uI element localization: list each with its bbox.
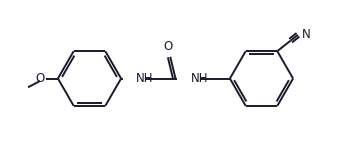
Text: O: O [164, 40, 173, 52]
Text: O: O [35, 72, 45, 85]
Text: NH: NH [191, 72, 208, 85]
Text: N: N [302, 28, 310, 41]
Text: NH: NH [136, 72, 154, 85]
